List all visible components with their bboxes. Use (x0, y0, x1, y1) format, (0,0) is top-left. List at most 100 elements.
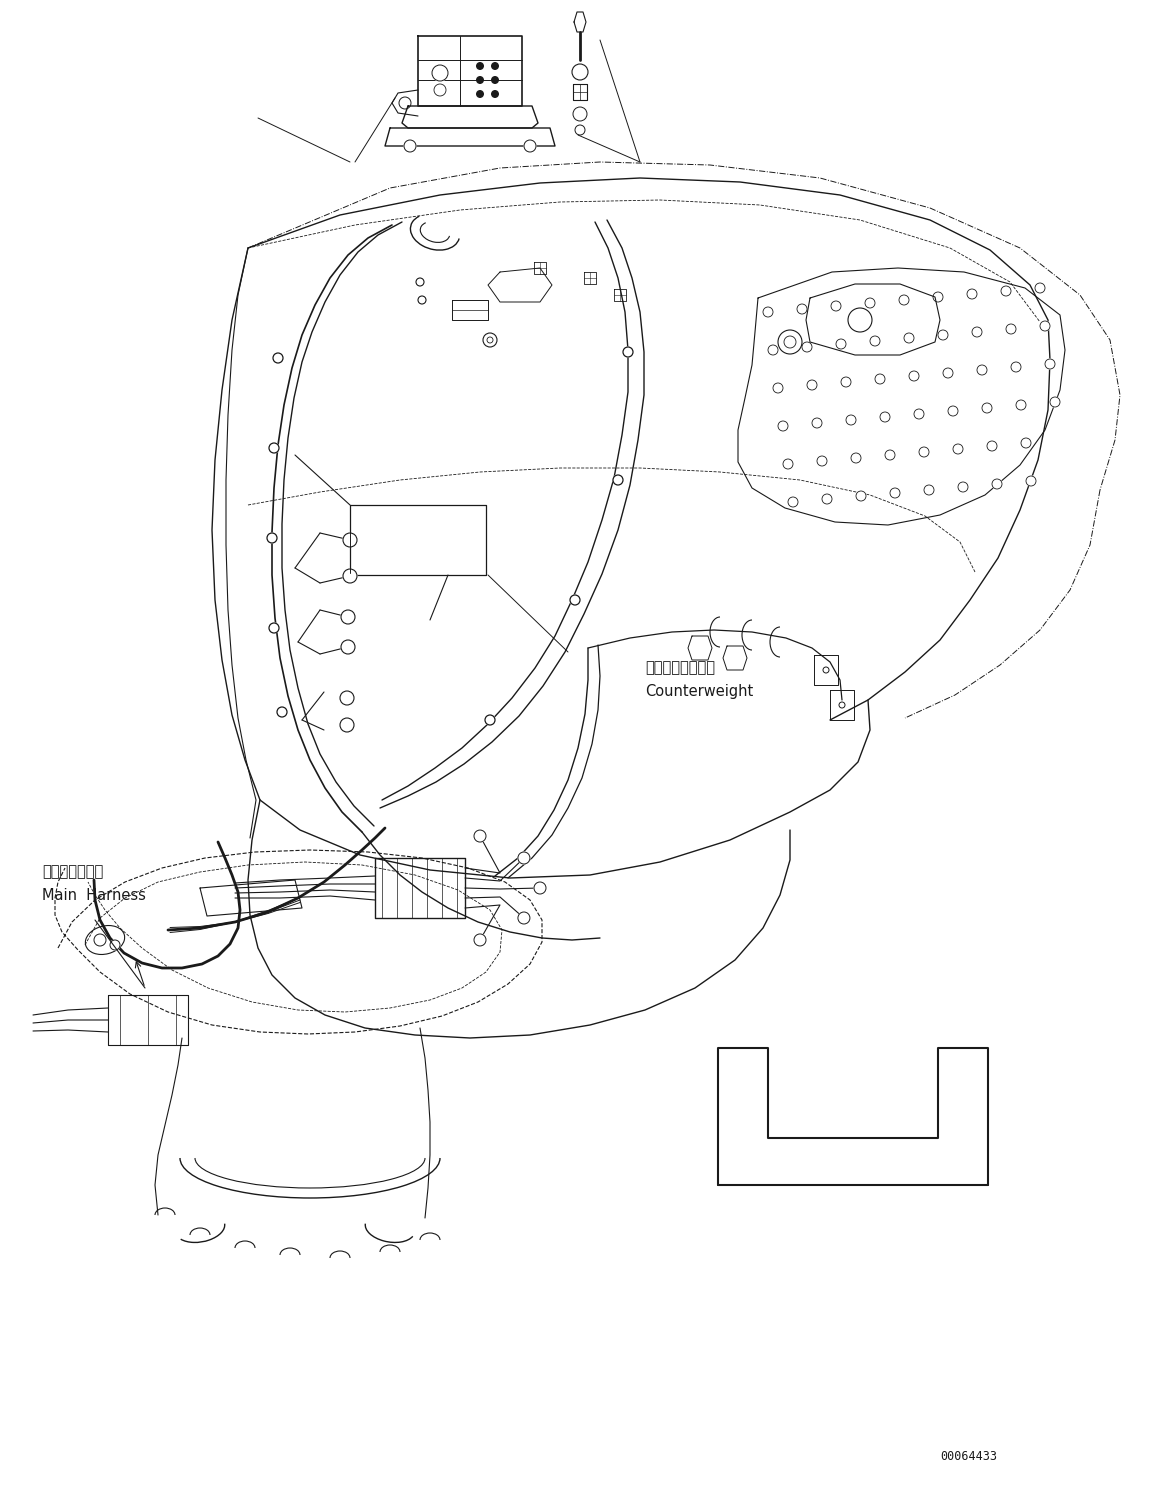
Circle shape (341, 610, 355, 624)
Circle shape (572, 64, 587, 81)
Circle shape (909, 372, 920, 380)
Circle shape (483, 333, 497, 348)
Circle shape (938, 330, 949, 340)
Text: カウンタウェイト: カウンタウェイト (646, 659, 715, 674)
Circle shape (280, 710, 284, 715)
Circle shape (875, 374, 885, 383)
Circle shape (491, 90, 499, 98)
Circle shape (1034, 283, 1045, 292)
Circle shape (486, 337, 493, 343)
Circle shape (575, 125, 585, 134)
Circle shape (404, 140, 416, 152)
Circle shape (778, 421, 788, 431)
Circle shape (991, 479, 1002, 489)
Circle shape (271, 536, 274, 540)
Circle shape (474, 934, 486, 946)
Circle shape (784, 336, 796, 348)
Circle shape (987, 442, 997, 451)
Circle shape (1050, 397, 1060, 407)
Circle shape (1005, 324, 1016, 334)
Circle shape (485, 715, 495, 725)
Circle shape (1001, 286, 1011, 295)
Text: Main  Harness: Main Harness (42, 888, 146, 903)
Circle shape (272, 627, 276, 630)
Circle shape (982, 403, 991, 413)
Circle shape (822, 494, 832, 504)
Circle shape (416, 278, 424, 286)
Circle shape (767, 345, 778, 355)
Circle shape (841, 377, 851, 386)
Circle shape (491, 63, 499, 70)
Circle shape (904, 333, 914, 343)
Circle shape (491, 76, 499, 84)
Circle shape (340, 718, 354, 733)
Circle shape (865, 298, 875, 307)
Circle shape (272, 446, 276, 451)
Circle shape (273, 354, 283, 363)
Circle shape (914, 409, 924, 419)
Circle shape (870, 336, 880, 346)
Circle shape (476, 76, 484, 84)
Circle shape (763, 307, 773, 316)
Circle shape (434, 84, 446, 95)
Text: Counterweight: Counterweight (646, 683, 753, 698)
Circle shape (788, 497, 798, 507)
Circle shape (1045, 360, 1055, 369)
Circle shape (110, 940, 120, 950)
Circle shape (399, 97, 411, 109)
Circle shape (574, 598, 577, 601)
Circle shape (518, 912, 529, 924)
Circle shape (890, 488, 900, 498)
Circle shape (846, 415, 856, 425)
Circle shape (623, 348, 633, 357)
Circle shape (474, 830, 486, 841)
Circle shape (432, 66, 448, 81)
Circle shape (836, 339, 846, 349)
Circle shape (967, 289, 978, 298)
Circle shape (848, 307, 872, 333)
Circle shape (340, 691, 354, 706)
Circle shape (626, 351, 630, 354)
Circle shape (524, 140, 536, 152)
Circle shape (851, 454, 861, 463)
Circle shape (341, 640, 355, 653)
Circle shape (518, 852, 529, 864)
Circle shape (488, 718, 492, 722)
Circle shape (1011, 363, 1021, 372)
Circle shape (778, 330, 802, 354)
Circle shape (807, 380, 817, 389)
Circle shape (856, 491, 866, 501)
Circle shape (277, 707, 287, 718)
Circle shape (924, 485, 933, 495)
Circle shape (570, 595, 580, 604)
Circle shape (342, 533, 356, 548)
Circle shape (831, 301, 841, 310)
Circle shape (269, 443, 279, 454)
Circle shape (276, 357, 280, 360)
Circle shape (783, 460, 793, 468)
Circle shape (812, 418, 822, 428)
Circle shape (933, 292, 943, 301)
Circle shape (1016, 400, 1026, 410)
Circle shape (94, 934, 106, 946)
Circle shape (342, 568, 356, 583)
Circle shape (978, 366, 987, 374)
Circle shape (267, 533, 277, 543)
Circle shape (418, 295, 426, 304)
Circle shape (773, 383, 783, 392)
Circle shape (972, 327, 982, 337)
Circle shape (949, 406, 958, 416)
Circle shape (920, 448, 929, 457)
Circle shape (880, 412, 890, 422)
Circle shape (885, 451, 895, 460)
Circle shape (476, 90, 484, 98)
Circle shape (802, 342, 812, 352)
Circle shape (899, 295, 909, 304)
Circle shape (476, 63, 484, 70)
Circle shape (953, 445, 962, 454)
Text: メインハーネス: メインハーネス (42, 864, 103, 879)
Circle shape (817, 457, 827, 466)
Circle shape (269, 624, 279, 633)
Circle shape (796, 304, 807, 313)
Circle shape (943, 369, 953, 377)
